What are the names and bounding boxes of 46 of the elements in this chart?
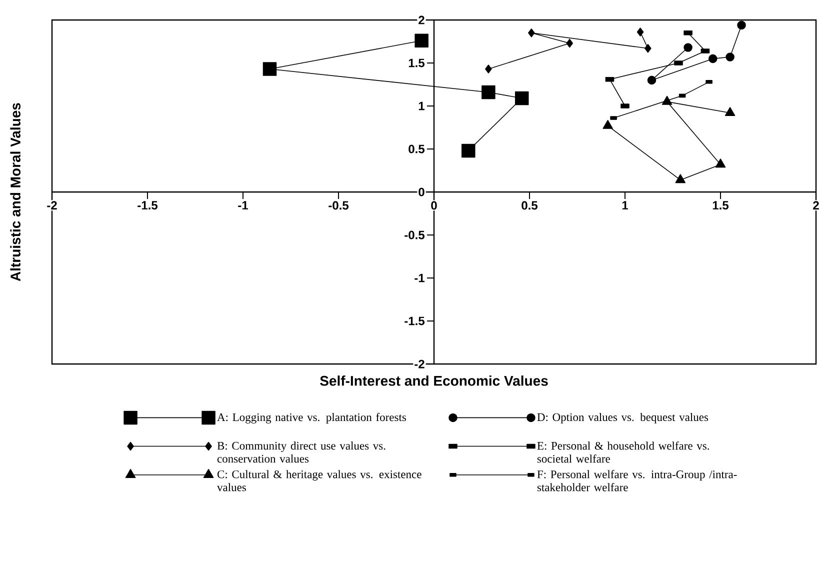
point (644, 44, 652, 53)
y-tick-label: 1.5 (408, 58, 425, 68)
y-tick-label: -1.5 (404, 316, 425, 326)
point (636, 28, 644, 36)
y-tick-label: 1 (418, 102, 425, 110)
x-tick-label: 0.5 (522, 201, 538, 210)
point (715, 158, 726, 168)
point (602, 120, 613, 129)
point (675, 174, 686, 184)
legend-label: A: Logging native vs. plantation forests (217, 412, 406, 424)
y-axis-title: Altruistic and Moral Values (10, 103, 20, 282)
y-tick-label: -2 (414, 360, 424, 368)
point (566, 38, 574, 48)
x-tick-label: 0 (431, 201, 437, 210)
y-tick-label: -0.5 (404, 230, 425, 240)
point (737, 20, 746, 30)
x-tick-label: -0.5 (328, 201, 349, 210)
point (485, 64, 492, 74)
point (724, 107, 736, 116)
point (708, 54, 718, 64)
x-tick-label: 1.5 (712, 201, 729, 210)
x-tick-label: 1 (622, 201, 628, 210)
point (726, 52, 734, 62)
point (662, 96, 672, 105)
point (414, 34, 428, 48)
x-tick-label: -1.5 (138, 201, 158, 210)
x-axis-title: Self-Interest and Economic Values (320, 376, 548, 386)
y-tick-label: 0 (418, 188, 424, 196)
x-tick-label: 2 (813, 201, 819, 210)
point (528, 28, 535, 38)
legend-label: C: Cultural & heritage values vs. existence values (217, 470, 422, 492)
point (514, 91, 529, 106)
x-tick-label: -2 (47, 201, 57, 210)
legend-label: D: Option values vs. bequest values (537, 412, 708, 424)
point (684, 43, 692, 52)
point (462, 144, 476, 158)
legend-label: E: Personal & household welfare vs. societal welfare (537, 441, 709, 463)
x-tick-label: -1 (238, 201, 248, 210)
y-tick-label: 2 (418, 16, 424, 24)
point (482, 85, 496, 100)
legend-label: B: Community direct use values vs. conservation values (217, 442, 386, 463)
y-tick-label: 0.5 (408, 144, 425, 154)
legend-label: F: Personal welfare vs. intra-Group /intra-stakeholder welfare (537, 470, 737, 492)
point (262, 62, 277, 76)
y-tick-label: -1 (414, 274, 425, 282)
point (647, 76, 656, 85)
